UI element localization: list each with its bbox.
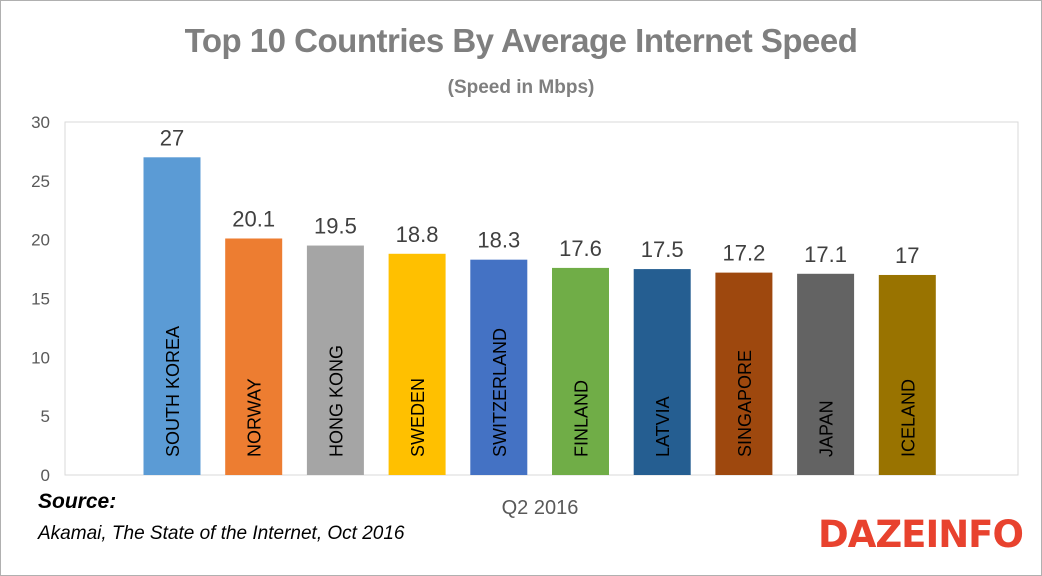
dazeinfo-logo: DAZEINFO — [818, 513, 1024, 556]
bar — [306, 245, 364, 475]
category-label: LATVIA — [653, 396, 673, 457]
value-label: 17.2 — [722, 241, 765, 266]
y-tick-label: 0 — [41, 466, 50, 485]
value-label: 17.5 — [641, 237, 684, 262]
bar — [633, 269, 691, 475]
category-label: SWEDEN — [408, 378, 428, 457]
category-label: SWITZERLAND — [490, 328, 510, 457]
bar — [388, 253, 446, 475]
y-tick-label: 10 — [31, 348, 50, 367]
chart-subtitle: (Speed in Mbps) — [447, 77, 595, 98]
bar — [797, 273, 855, 475]
category-label: NORWAY — [245, 378, 265, 457]
category-label: JAPAN — [817, 400, 837, 457]
category-label: ICELAND — [898, 379, 918, 457]
category-label: SINGAPORE — [735, 350, 755, 457]
value-label: 17.6 — [559, 236, 602, 261]
category-label: FINLAND — [572, 380, 592, 457]
value-label: 19.5 — [314, 214, 357, 239]
chart-title: Top 10 Countries By Average Internet Spe… — [184, 22, 858, 59]
bar — [470, 259, 528, 475]
x-axis-label: Q2 2016 — [502, 497, 579, 519]
bar — [878, 274, 936, 475]
plot-area-border — [64, 121, 1019, 476]
value-label: 18.8 — [396, 222, 439, 247]
y-tick-label: 30 — [31, 113, 50, 132]
value-label: 20.1 — [232, 206, 275, 231]
value-label: 18.3 — [477, 228, 520, 253]
bar — [143, 157, 201, 476]
source-text: Akamai, The State of the Internet, Oct 2… — [38, 523, 405, 544]
bar — [715, 272, 773, 475]
y-tick-label: 20 — [31, 231, 50, 250]
value-label: 27 — [160, 125, 184, 150]
category-label: HONG KONG — [326, 345, 346, 457]
value-label: 17 — [895, 243, 919, 268]
source-heading: Source: — [38, 490, 117, 513]
bar — [225, 238, 283, 475]
y-tick-label: 5 — [41, 407, 50, 426]
category-label: SOUTH KOREA — [163, 326, 183, 457]
y-tick-label: 25 — [31, 172, 50, 191]
y-tick-label: 15 — [31, 290, 50, 309]
value-label: 17.1 — [804, 242, 847, 267]
bar — [552, 267, 609, 475]
